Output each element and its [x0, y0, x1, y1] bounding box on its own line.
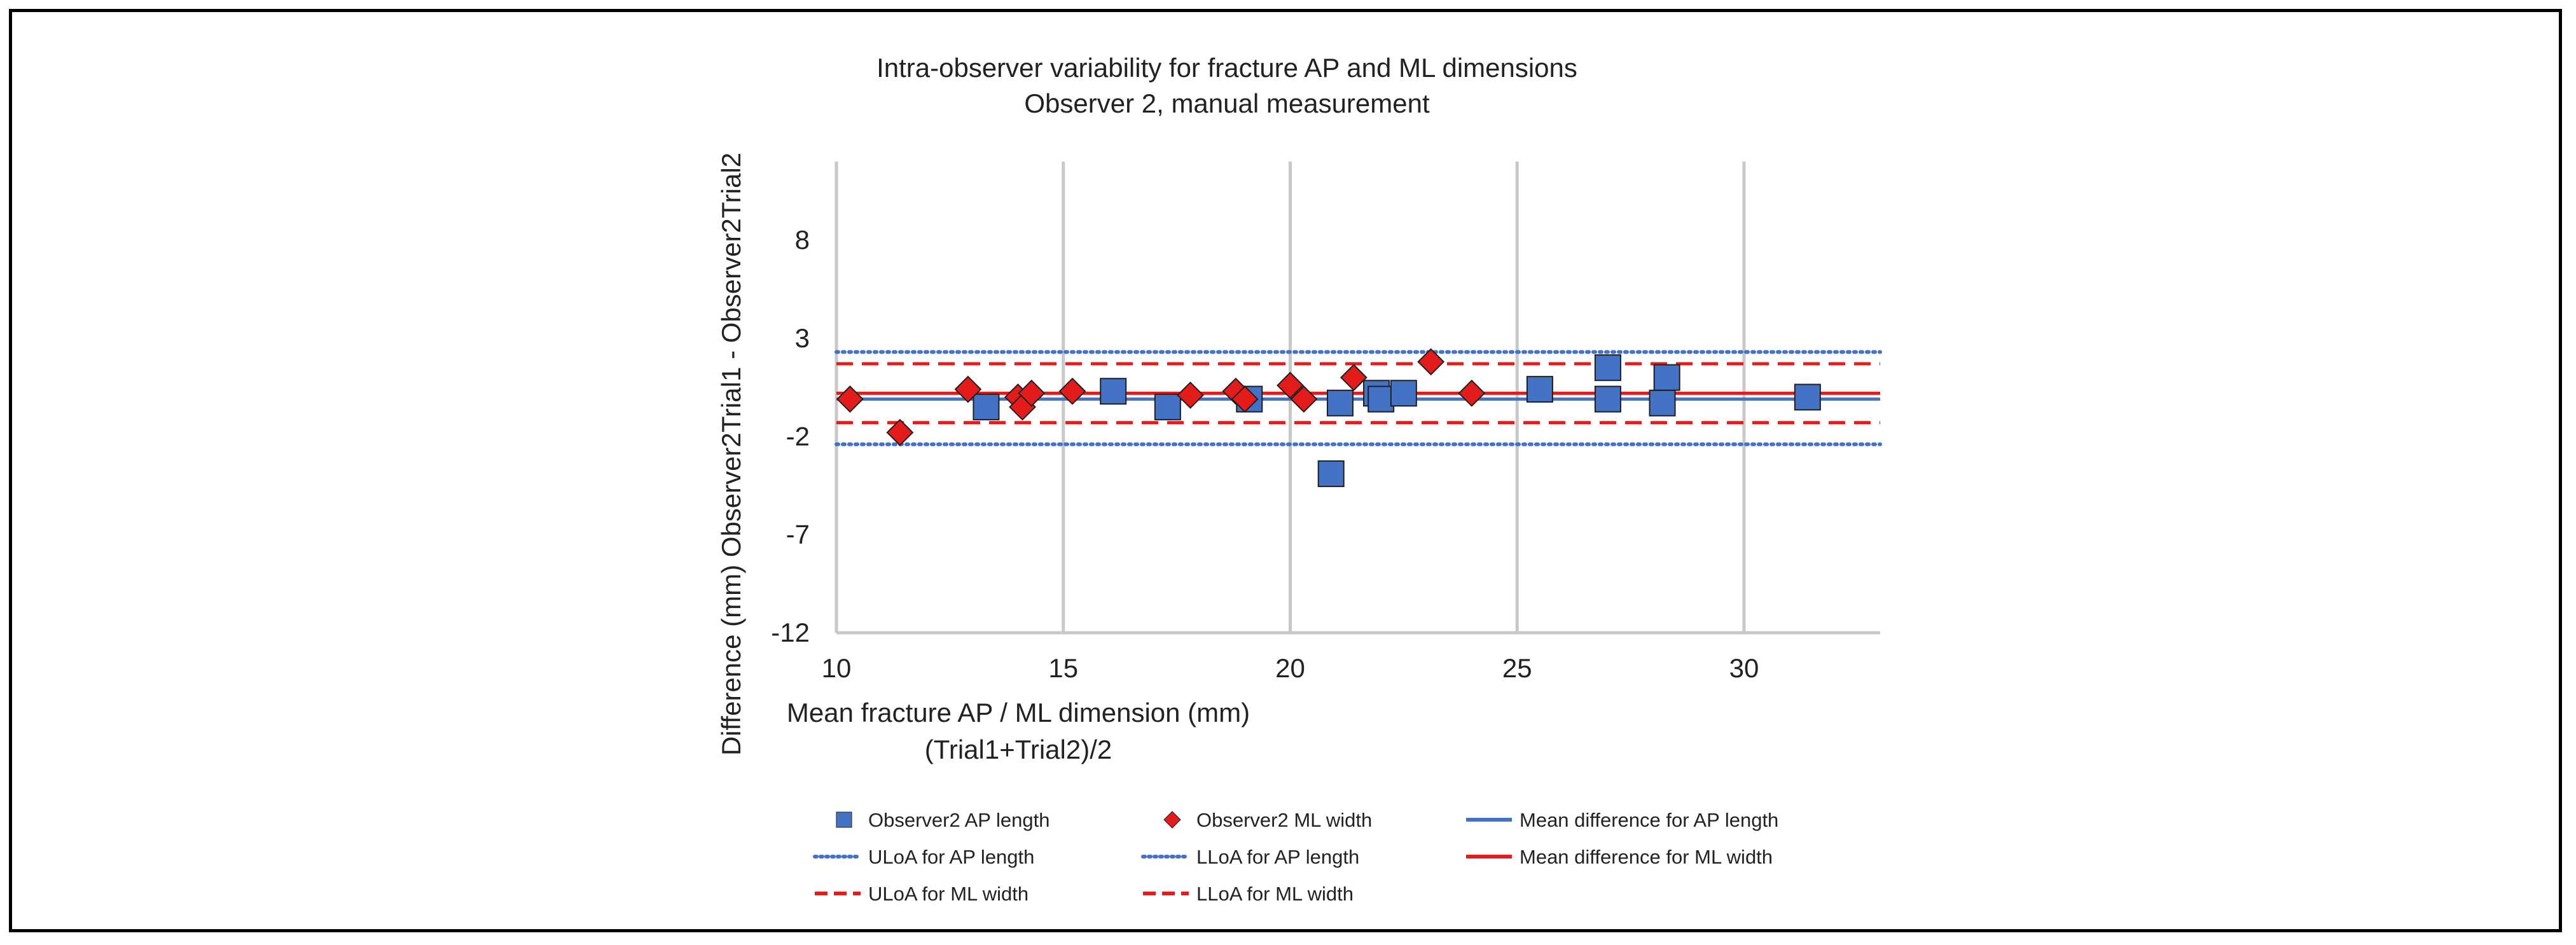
grid-lines [1062, 162, 1746, 633]
legend-entry-0: Observer2 AP length [836, 809, 1050, 831]
legend-label-1: Observer2 ML width [1196, 809, 1372, 831]
bland-altman-chart: Intra-observer variability for fracture … [716, 53, 1882, 905]
y-tick-label-4: -12 [771, 617, 810, 647]
chart-title-line-1: Intra-observer variability for fracture … [876, 53, 1577, 83]
ml-width-point-6 [1058, 377, 1086, 405]
y-tick-label-2: -2 [786, 421, 810, 451]
ap-length-point-5 [1326, 389, 1354, 417]
legend-entry-6: ULoA for ML width [815, 883, 1028, 905]
ap-length-point-14 [1794, 383, 1821, 411]
y-tick-label-0: 8 [795, 225, 810, 255]
chart-title-line-2: Observer 2, manual measurement [1024, 88, 1430, 118]
x-axis-label-line-1: Mean fracture AP / ML dimension (mm) [787, 698, 1250, 728]
x-axis-label-line-2: (Trial1+Trial2)/2 [925, 735, 1112, 764]
ap-length-point-4 [1317, 460, 1345, 487]
legend-symbol-1 [1163, 811, 1181, 829]
y-axis-label: Difference (mm) Observer2Trial1 - Observ… [716, 153, 746, 755]
legend-label-3: ULoA for AP length [868, 846, 1034, 868]
legend-entry-2: Mean difference for AP length [1466, 809, 1778, 831]
ap-length-point-7 [1368, 385, 1395, 413]
ap-length-point-10 [1594, 385, 1621, 413]
x-tick-labels: 10 15 20 25 30 [822, 653, 1759, 683]
x-tick-label-2: 20 [1275, 653, 1305, 683]
ml-width-point-2 [954, 375, 982, 403]
ap-length-point-11 [1594, 354, 1621, 382]
legend-label-0: Observer2 AP length [868, 809, 1050, 831]
ml-width-point-5 [1018, 379, 1046, 407]
legend-entry-7: LLoA for ML width [1143, 883, 1354, 905]
chart-title: Intra-observer variability for fracture … [876, 53, 1577, 118]
legend-label-2: Mean difference for AP length [1520, 809, 1778, 831]
chart-frame: Intra-observer variability for fracture … [9, 9, 2562, 932]
ap-length-point-8 [1390, 380, 1417, 407]
x-tick-label-3: 25 [1502, 653, 1532, 683]
x-tick-label-0: 10 [822, 653, 852, 683]
ap-length-point-1 [1100, 378, 1127, 405]
ml-width-point-10 [1277, 371, 1304, 399]
ap-length-point-9 [1526, 376, 1553, 403]
y-tick-label-3: -7 [786, 520, 810, 549]
ap-length-point-0 [973, 393, 1000, 420]
y-tick-label-1: 3 [795, 323, 810, 353]
legend-label-5: Mean difference for ML width [1520, 846, 1773, 868]
ml-width-point-1 [886, 418, 914, 446]
legend-entry-3: ULoA for AP length [813, 846, 1034, 868]
axis-labels: Mean fracture AP / ML dimension (mm) (Tr… [716, 153, 1250, 764]
legend-label-6: ULoA for ML width [868, 883, 1028, 905]
ml-width-point-13 [1417, 348, 1445, 376]
y-tick-labels: 8 3 -2 -7 -12 [771, 225, 810, 648]
ml-width-point-11 [1290, 385, 1318, 413]
data-points [836, 348, 1821, 487]
ml-width-point-14 [1458, 379, 1486, 407]
legend-entry-5: Mean difference for ML width [1466, 846, 1773, 868]
ml-width-point-0 [836, 385, 864, 413]
legend-entry-4: LLoA for AP length [1141, 846, 1359, 868]
axes [834, 162, 1880, 635]
legend-label-4: LLoA for AP length [1196, 846, 1359, 868]
ml-width-point-12 [1340, 364, 1368, 392]
legend: Observer2 AP length Observer2 ML width Mea… [813, 809, 1778, 905]
ml-width-point-7 [1177, 381, 1204, 409]
ap-length-point-12 [1649, 389, 1676, 417]
ml-width-point-9 [1231, 385, 1259, 413]
legend-entry-1: Observer2 ML width [1163, 809, 1372, 831]
ap-length-point-2 [1154, 393, 1181, 420]
x-tick-label-1: 15 [1048, 653, 1078, 683]
x-tick-label-4: 30 [1729, 653, 1759, 683]
legend-symbol-0 [836, 811, 852, 828]
ap-length-point-13 [1653, 364, 1680, 391]
legend-label-7: LLoA for ML width [1196, 883, 1354, 905]
